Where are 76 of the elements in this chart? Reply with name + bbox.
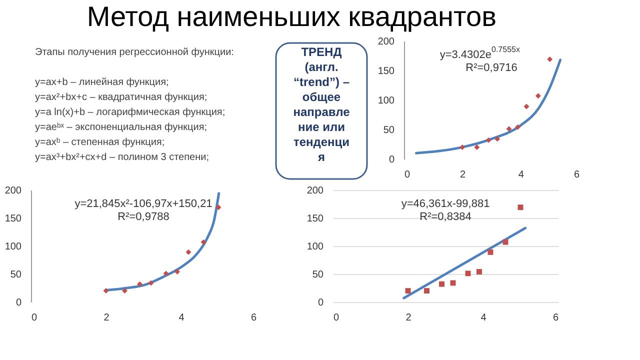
x-tick-label: 0 (32, 312, 38, 324)
text: y=ax²+bx+c – квадратичная функция; (35, 92, 208, 103)
point (502, 239, 508, 245)
y-tick-label: 50 (10, 270, 22, 280)
point (460, 144, 466, 150)
point (200, 239, 206, 245)
point (137, 281, 142, 287)
point (547, 56, 553, 62)
text: ние или (298, 120, 346, 134)
point (405, 288, 411, 294)
point (465, 270, 471, 276)
y-tick-label: 150 (306, 214, 324, 224)
annotation: y=46,361x-99,881 (401, 198, 490, 210)
x-tick-label: 2 (460, 170, 466, 180)
annotation: R²=0,9788 (118, 211, 170, 223)
x-tick-label: 0 (334, 312, 340, 324)
x-tick-label: 6 (552, 312, 559, 324)
point (486, 137, 492, 143)
text: Этапы получения регрессионной функции: (35, 47, 234, 58)
annotation: R²=0,9716 (466, 62, 518, 74)
text: y=ax+b – линейная функция; (35, 77, 169, 88)
y-tick-label: 100 (378, 96, 395, 106)
point (174, 269, 180, 274)
y-tick-label: 0 (388, 154, 395, 166)
y-tick-label: 0 (318, 298, 324, 308)
point (186, 249, 192, 255)
point (439, 281, 444, 287)
x-tick-label: 4 (480, 312, 487, 324)
text: y=axᵇ – степенная функция; (35, 137, 165, 148)
point (148, 280, 154, 286)
point (424, 288, 430, 294)
y-tick-label: 100 (306, 242, 324, 252)
point (515, 124, 520, 130)
x-tick-label: 2 (406, 312, 412, 324)
point (488, 249, 494, 255)
text: y=a ln(x)+b – логарифмическая функция; (35, 107, 226, 118)
x-tick-label: 6 (574, 170, 580, 180)
text: тенденци (293, 135, 350, 149)
point (506, 126, 512, 132)
point (163, 270, 169, 276)
x-tick-label: 2 (104, 312, 110, 324)
text: y=ax³+bx²+cx+d – полином 3 степени; (35, 152, 209, 163)
point (476, 269, 482, 274)
x-tick-label: 4 (178, 312, 185, 324)
x-tick-label: 6 (250, 312, 257, 324)
y-tick-label: 0 (16, 298, 22, 308)
point (518, 204, 524, 210)
point (535, 93, 541, 99)
point (494, 136, 500, 142)
text: y=aeᵇˣ – экспоненциальная функция; (35, 122, 208, 133)
text: “trend”) – (293, 75, 350, 89)
y-tick-label: 150 (378, 66, 395, 77)
text: я (318, 150, 326, 164)
y-tick-label: 200 (4, 186, 22, 196)
text: (англ. (304, 60, 338, 74)
annotation: y=21,845x²-106,97x+150,21 (74, 198, 212, 210)
x-tick-label: 4 (518, 170, 524, 180)
y-tick-label: 200 (378, 36, 395, 48)
point (216, 204, 222, 210)
y-tick-label: 200 (306, 186, 324, 196)
line-series (415, 58, 562, 154)
point (474, 144, 480, 150)
point (103, 288, 109, 294)
y-tick-label: 100 (4, 242, 22, 252)
x-tick-label: 0 (404, 170, 410, 180)
text: направле (293, 105, 350, 119)
y-tick-label: 150 (4, 214, 22, 224)
y-tick-label: 50 (383, 125, 395, 136)
text: общее (302, 90, 341, 104)
text: Метод наименьших квадрантов (86, 1, 496, 32)
point (524, 104, 530, 110)
point (122, 288, 128, 294)
point (450, 280, 456, 286)
y-tick-label: 50 (312, 270, 324, 280)
text: ТРЕНД (301, 45, 342, 59)
annotation: R²=0,8384 (420, 211, 472, 223)
